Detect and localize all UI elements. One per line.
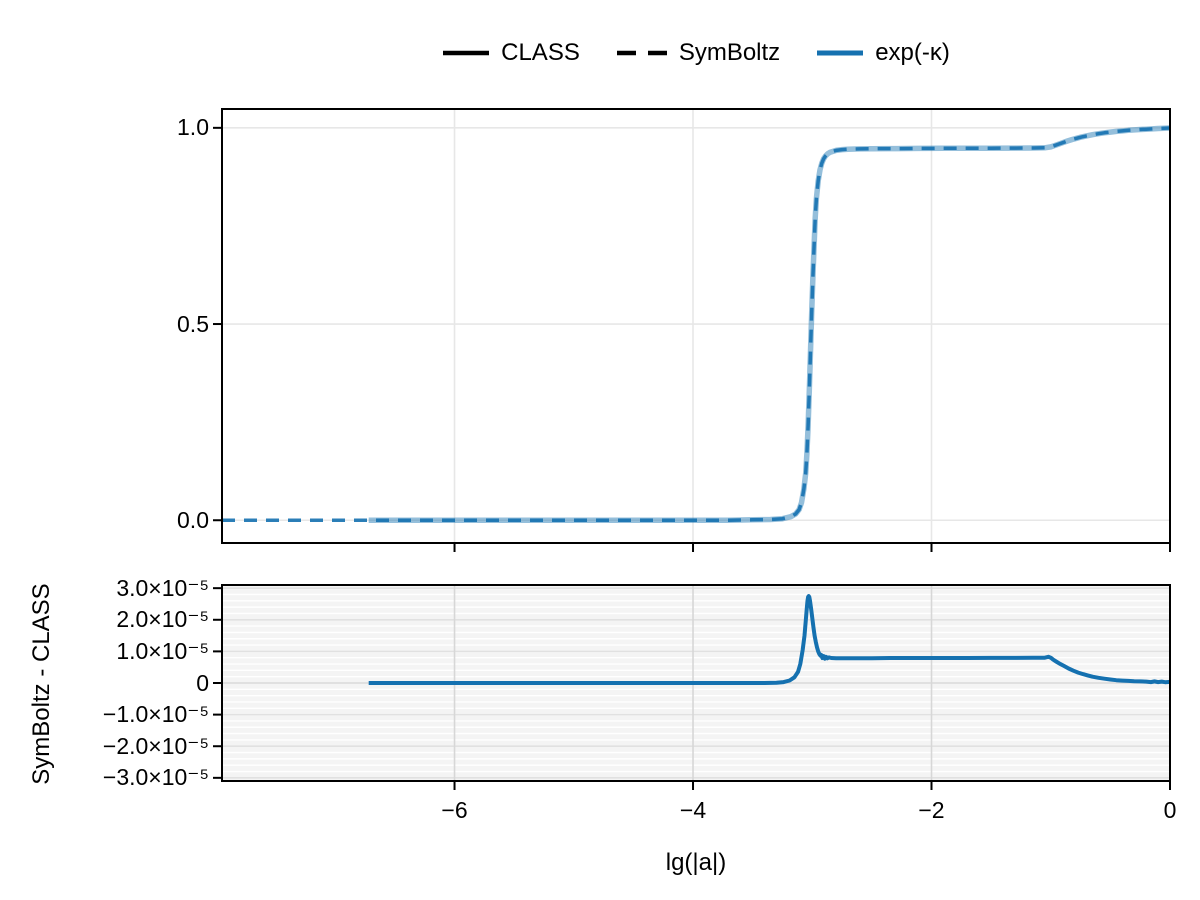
x-tick-label: 0 xyxy=(1163,797,1177,823)
dashed-line-icon xyxy=(616,50,667,56)
legend-item-symboltz: SymBoltz xyxy=(616,41,780,65)
residual-y-axis-label: SymBoltz - CLASS xyxy=(28,583,55,785)
residual-y-tick-label: 3.0×10⁻⁵ xyxy=(116,574,209,601)
legend-label-class: CLASS xyxy=(501,39,580,66)
legend: CLASS SymBoltz exp(-κ) xyxy=(222,36,1170,70)
residual-y-tick-label: 2.0×10⁻⁵ xyxy=(116,606,209,633)
x-tick-label: −6 xyxy=(441,797,468,823)
solid-line-icon xyxy=(443,50,490,56)
legend-item-expkappa: exp(-κ) xyxy=(816,41,950,65)
legend-label-symboltz: SymBoltz xyxy=(678,39,781,66)
legend-item-class: CLASS xyxy=(442,41,580,65)
residual-y-tick-label: −2.0×10⁻⁵ xyxy=(102,732,209,759)
x-tick-label: −4 xyxy=(679,797,707,823)
top-y-tick-label: 1.0 xyxy=(177,114,209,141)
residual-y-tick-label: −3.0×10⁻⁵ xyxy=(102,764,209,791)
blue-line-icon xyxy=(817,50,864,56)
x-axis-label: lg(|a|) xyxy=(665,849,727,876)
residual-y-tick-label: 1.0×10⁻⁵ xyxy=(116,637,209,664)
residual-y-tick-label: 0 xyxy=(196,669,209,696)
top-y-tick-label: 0.5 xyxy=(177,310,209,337)
legend-label-expkappa: exp(-κ) xyxy=(875,39,950,66)
top-y-tick-label: 0.0 xyxy=(177,506,209,533)
x-tick-label: −2 xyxy=(918,797,945,823)
residual-y-tick-label: −1.0×10⁻⁵ xyxy=(102,701,209,728)
